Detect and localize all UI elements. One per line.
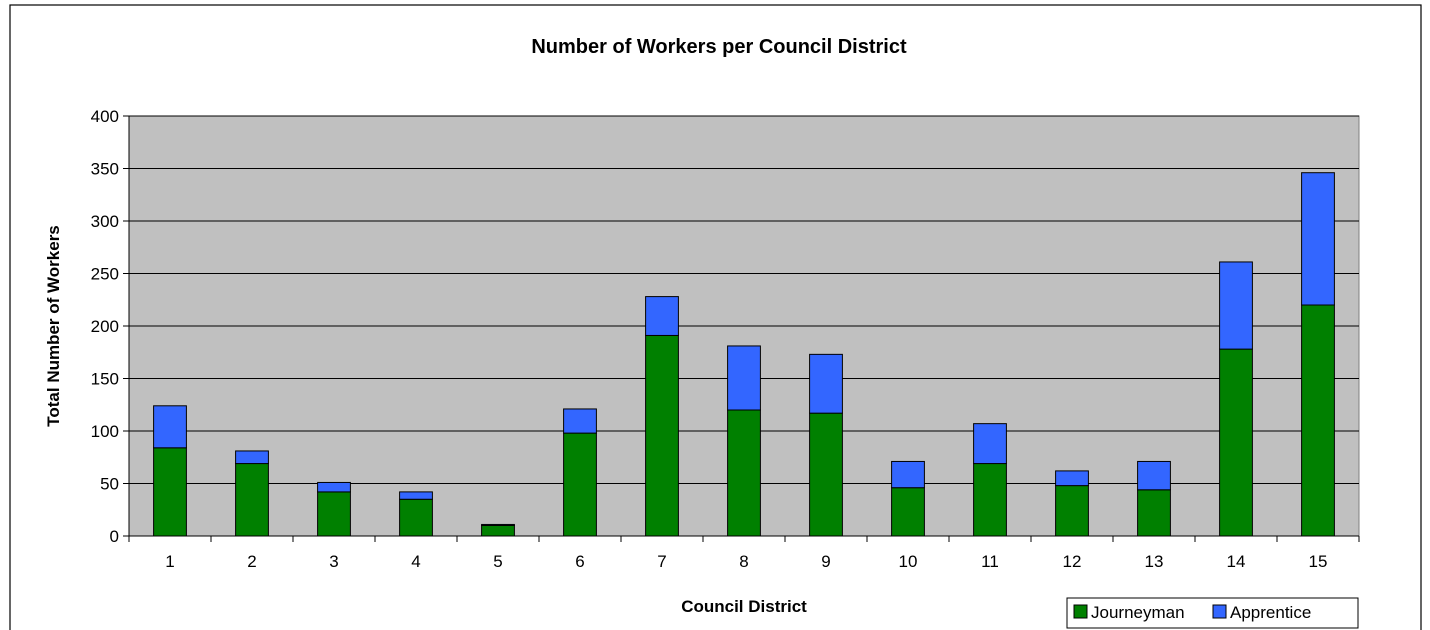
bar-apprentice-5 xyxy=(481,523,515,527)
bar-apprentice-4 xyxy=(399,491,433,500)
bar-journeyman-3 xyxy=(317,491,351,537)
x-tick-label-11: 11 xyxy=(981,552,999,571)
x-tick-label-10: 10 xyxy=(899,552,918,571)
x-tick-label-15: 15 xyxy=(1309,552,1328,571)
bar-apprentice-11 xyxy=(973,423,1007,465)
bar-journeyman-5 xyxy=(481,525,515,537)
x-tick-label-4: 4 xyxy=(411,552,420,571)
y-axis-title: Total Number of Workers xyxy=(44,225,63,427)
bar-journeyman-10 xyxy=(891,487,925,537)
y-tick-label-150: 150 xyxy=(91,370,119,389)
legend-swatch-journeyman xyxy=(1073,604,1088,619)
y-tick-label-0: 0 xyxy=(110,527,119,546)
bar-apprentice-6 xyxy=(563,408,597,434)
y-tick-labels: 0 50 100 150 200 250 300 350 400 xyxy=(91,107,119,546)
y-tick-label-100: 100 xyxy=(91,422,119,441)
bar-apprentice-9 xyxy=(809,353,843,414)
y-tick-label-250: 250 xyxy=(91,265,119,284)
x-tick-label-6: 6 xyxy=(575,552,584,571)
bar-journeyman-11 xyxy=(973,463,1007,537)
y-tick-label-300: 300 xyxy=(91,212,119,231)
bar-apprentice-8 xyxy=(727,345,761,411)
legend: Journeyman Apprentice xyxy=(1066,597,1359,629)
bar-journeyman-4 xyxy=(399,498,433,537)
y-tick-label-50: 50 xyxy=(100,475,119,494)
x-tick-labels: 1 2 3 4 5 6 7 8 9 10 11 12 13 14 15 xyxy=(165,552,1327,571)
bars xyxy=(153,172,1335,537)
x-tick-label-1: 1 xyxy=(165,552,174,571)
bar-journeyman-12 xyxy=(1055,485,1089,537)
y-tick-label-400: 400 xyxy=(91,107,119,126)
bar-apprentice-7 xyxy=(645,296,679,336)
x-tick-label-5: 5 xyxy=(493,552,502,571)
x-tick-label-7: 7 xyxy=(657,552,666,571)
legend-label-journeyman: Journeyman xyxy=(1091,603,1185,622)
bar-apprentice-14 xyxy=(1219,261,1253,350)
bar-apprentice-13 xyxy=(1137,460,1171,491)
bar-apprentice-15 xyxy=(1301,172,1335,306)
bar-journeyman-9 xyxy=(809,412,843,537)
chart-title: Number of Workers per Council District xyxy=(531,36,907,58)
bar-journeyman-15 xyxy=(1301,304,1335,537)
axes xyxy=(123,115,1360,542)
bar-journeyman-1 xyxy=(153,447,187,537)
x-tick-label-14: 14 xyxy=(1227,552,1246,571)
x-tick-label-12: 12 xyxy=(1063,552,1082,571)
bar-journeyman-13 xyxy=(1137,489,1171,537)
x-tick-label-8: 8 xyxy=(739,552,748,571)
bar-journeyman-7 xyxy=(645,334,679,537)
bar-journeyman-6 xyxy=(563,432,597,537)
y-tick-label-350: 350 xyxy=(91,160,119,179)
bar-journeyman-2 xyxy=(235,463,269,537)
bar-apprentice-12 xyxy=(1055,470,1089,487)
bar-apprentice-3 xyxy=(317,481,351,493)
x-tick-label-9: 9 xyxy=(821,552,830,571)
bar-journeyman-14 xyxy=(1219,348,1253,537)
x-tick-label-2: 2 xyxy=(247,552,256,571)
x-tick-label-3: 3 xyxy=(329,552,338,571)
bar-apprentice-2 xyxy=(235,450,269,465)
legend-label-apprentice: Apprentice xyxy=(1230,603,1311,622)
x-tick-label-13: 13 xyxy=(1145,552,1164,571)
bar-apprentice-1 xyxy=(153,405,187,449)
bar-journeyman-8 xyxy=(727,409,761,537)
bar-apprentice-10 xyxy=(891,460,925,489)
legend-swatch-apprentice xyxy=(1212,604,1227,619)
x-axis-title: Council District xyxy=(681,597,807,616)
y-tick-label-200: 200 xyxy=(91,317,119,336)
